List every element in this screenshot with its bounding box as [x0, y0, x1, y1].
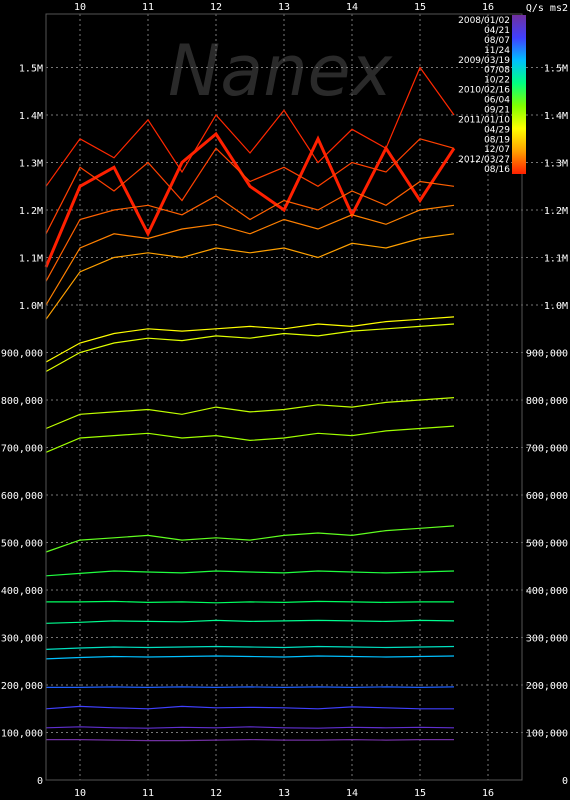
series-line-13: [45, 619, 455, 624]
series-line-1: [45, 66, 455, 187]
y-tick-label-right: 900,000: [526, 349, 568, 360]
legend-date-label: 08/07: [484, 36, 510, 46]
x-tick-label-bottom: 16: [482, 788, 494, 799]
x-tick-label-top: 10: [74, 2, 86, 13]
series-line-9: [45, 425, 455, 453]
x-tick-label-bottom: 12: [210, 788, 222, 799]
legend-date-label: 08/16: [484, 165, 510, 175]
series-line-6: [45, 316, 455, 363]
y-tick-label-left: 500,000: [1, 539, 43, 550]
series-line-16: [46, 686, 455, 689]
x-tick-label-bottom: 13: [278, 788, 290, 799]
series-line-3: [45, 180, 455, 282]
y-tick-label-right: 1.4M: [544, 111, 568, 122]
y-tick-label-right: 800,000: [526, 396, 568, 407]
legend-date-label: 09/21: [484, 105, 510, 115]
y-tick-label-left: 0: [37, 776, 43, 787]
legend-date-label: 2008/01/02: [458, 16, 510, 26]
y-tick-label-left: 900,000: [1, 349, 43, 360]
y-tick-label-right: 100,000: [526, 729, 568, 740]
legend-date-label: 04/21: [484, 26, 510, 36]
x-tick-label-top: 13: [278, 2, 290, 13]
unit-label: Q/s ms2: [526, 3, 568, 14]
x-tick-label-bottom: 11: [142, 788, 154, 799]
y-tick-label-left: 100,000: [1, 729, 43, 740]
series-line-5: [45, 233, 455, 320]
x-tick-label-top: 16: [482, 2, 494, 13]
y-tick-label-left: 1.2M: [19, 206, 43, 217]
legend-date-label: 04/29: [484, 125, 510, 135]
y-tick-label-left: 1.0M: [19, 301, 43, 312]
legend-date-label: 2012/03/27: [458, 155, 510, 165]
series-layer: [44, 66, 456, 742]
legend-color-bar: [512, 15, 526, 174]
y-tick-label-left: 200,000: [1, 681, 43, 692]
plot-frame: [45, 13, 523, 781]
legend-date-label: 2011/01/10: [458, 115, 510, 125]
series-line-18: [45, 726, 455, 729]
y-tick-label-right: 1.5M: [544, 64, 568, 75]
legend-date-label: 10/22: [484, 76, 510, 86]
y-tick-label-right: 1.0M: [544, 301, 568, 312]
series-line-7: [45, 323, 455, 373]
y-tick-label-right: 700,000: [526, 444, 568, 455]
y-tick-label-right: 300,000: [526, 634, 568, 645]
legend-date-label: 2010/02/16: [458, 86, 510, 96]
y-tick-label-right: 1.2M: [544, 206, 568, 217]
y-tick-label-left: 700,000: [1, 444, 43, 455]
series-line-14: [45, 645, 455, 650]
y-tick-label-left: 800,000: [1, 396, 43, 407]
y-tick-label-left: 300,000: [1, 634, 43, 645]
y-tick-label-right: 1.3M: [544, 159, 568, 170]
series-line-10: [45, 525, 455, 553]
series-line-8: [45, 397, 455, 430]
legend-date-label: 07/08: [484, 66, 510, 76]
legend-date-label: 06/04: [484, 96, 510, 106]
y-tick-label-left: 1.1M: [19, 254, 43, 265]
x-tick-label-bottom: 15: [414, 788, 426, 799]
y-tick-label-left: 1.5M: [19, 64, 43, 75]
x-tick-label-bottom: 14: [346, 788, 358, 799]
y-tick-label-right: 400,000: [526, 586, 568, 597]
y-tick-label-left: 1.3M: [19, 159, 43, 170]
y-tick-label-right: 1.1M: [544, 254, 568, 265]
legend-date-label: 2009/03/19: [458, 56, 510, 66]
y-tick-label-right: 0: [562, 776, 568, 787]
series-line-19: [46, 738, 454, 742]
y-tick-label-right: 600,000: [526, 491, 568, 502]
series-line-2: [45, 138, 455, 235]
legend-date-label: 12/07: [484, 145, 510, 155]
y-tick-label-right: 200,000: [526, 681, 568, 692]
legend-date-label: 11/24: [484, 46, 510, 56]
series-line-15: [45, 655, 455, 660]
x-tick-label-bottom: 10: [74, 788, 86, 799]
x-tick-label-top: 14: [346, 2, 358, 13]
series-line-4: [45, 204, 455, 306]
x-tick-label-top: 15: [414, 2, 426, 13]
legend-date-label: 08/19: [484, 135, 510, 145]
y-tick-label-left: 1.4M: [19, 111, 43, 122]
chart-watermark: Nanex: [168, 30, 393, 112]
y-tick-label-left: 600,000: [1, 491, 43, 502]
chart-grid: [46, 14, 566, 780]
x-tick-label-top: 11: [142, 2, 154, 13]
chart-legend: 2008/01/0204/2108/0711/242009/03/1907/08…: [458, 15, 526, 175]
series-line-12: [46, 600, 454, 604]
x-tick-label-top: 12: [210, 2, 222, 13]
series-line-17: [45, 705, 454, 710]
series-line-11: [45, 570, 455, 577]
y-tick-label-right: 500,000: [526, 539, 568, 550]
y-tick-label-left: 400,000: [1, 586, 43, 597]
